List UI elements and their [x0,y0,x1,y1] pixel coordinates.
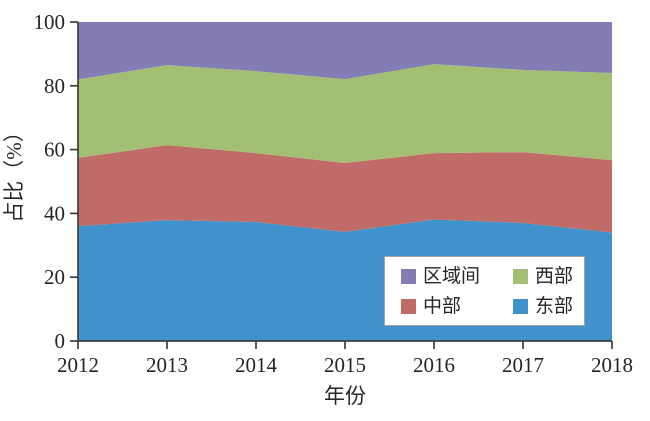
y-tick-label: 20 [44,265,65,289]
legend-label-east: 东部 [535,295,574,317]
x-axis-title: 年份 [324,384,366,408]
legend-item-west: 西部 [513,267,580,286]
y-tick-label: 40 [44,201,65,225]
legend-swatch-west [513,268,528,284]
legend-swatch-central [401,298,416,314]
area-series-group [78,22,612,341]
y-tick-label: 0 [55,329,66,353]
x-tick-label: 2015 [324,353,366,377]
x-tick-label: 2012 [57,353,99,377]
x-tick-label: 2016 [413,353,455,377]
x-tick-label: 2013 [146,353,188,377]
x-tick-label: 2018 [591,353,633,377]
legend-label-central: 中部 [423,295,462,317]
legend-swatch-east [513,298,528,314]
x-tick-label: 2017 [502,353,544,377]
area-series-区域间 [78,22,612,80]
y-tick-label: 80 [44,74,65,98]
axis-ticks-group [70,21,613,349]
area-series-中部 [78,145,612,233]
chart-legend: 区域间 西部 中部 东部 [384,256,585,326]
legend-item-east: 东部 [513,297,580,316]
x-tick-label: 2014 [235,353,278,377]
legend-label-west: 西部 [535,265,574,287]
y-tick-label: 100 [34,10,66,34]
legend-swatch-inter-regional [401,268,416,284]
legend-item-central: 中部 [401,297,513,316]
y-tick-label: 60 [44,138,65,162]
legend-item-inter-regional: 区域间 [401,267,513,286]
x-tick-labels-group: 2012 2013 2014 2015 2016 2017 2018 [57,353,633,377]
y-axis-title: 占比（%） [2,121,26,223]
area-series-西部 [78,64,612,163]
legend-label-inter-regional: 区域间 [423,265,481,287]
y-tick-labels-group: 0 20 40 60 80 100 [34,10,66,353]
